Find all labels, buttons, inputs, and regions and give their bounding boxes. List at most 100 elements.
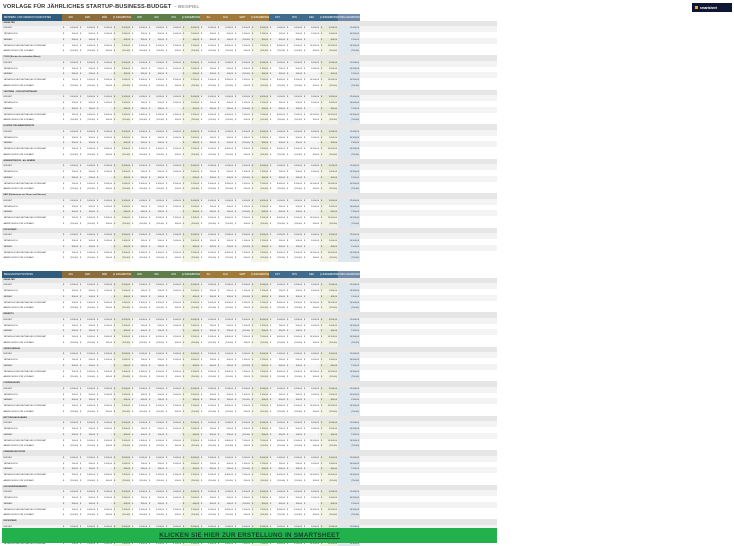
value-cell[interactable]: $1.000,00: [165, 95, 182, 101]
value-cell[interactable]: $10.500,00: [303, 182, 320, 188]
value-cell[interactable]: $900,00: [148, 462, 165, 468]
value-cell[interactable]: $3.000,00: [251, 129, 269, 136]
value-cell[interactable]: $ (200,00): [182, 340, 200, 347]
value-cell[interactable]: $(100,00): [217, 187, 234, 193]
value-cell[interactable]: $1.000,00: [234, 199, 251, 205]
value-cell[interactable]: $300,00: [62, 502, 79, 508]
value-cell[interactable]: $3.300,00: [131, 370, 148, 376]
value-cell[interactable]: $400,00: [320, 244, 338, 251]
value-cell[interactable]: $(100,00): [79, 306, 96, 312]
value-cell[interactable]: $(100,00): [234, 329, 251, 335]
value-cell[interactable]: $5.200,00: [182, 112, 200, 119]
value-cell[interactable]: $1.000,00: [148, 95, 165, 101]
value-cell[interactable]: $1.000,00: [303, 67, 320, 73]
value-cell[interactable]: $ (200,00): [131, 513, 148, 519]
value-cell[interactable]: $1.000,00: [303, 352, 320, 358]
value-cell[interactable]: $2.600,00: [96, 404, 113, 410]
value-cell[interactable]: $1.000,00: [200, 525, 217, 531]
value-cell[interactable]: $400,00: [113, 106, 131, 113]
value-cell[interactable]: $100,00: [165, 153, 182, 159]
value-cell[interactable]: $2.700,00: [251, 204, 269, 211]
value-cell[interactable]: $300,00: [62, 38, 79, 44]
value-cell[interactable]: $5.900,00: [200, 301, 217, 307]
value-cell[interactable]: $(100,00): [286, 375, 303, 381]
value-cell[interactable]: $400,00: [320, 106, 338, 113]
value-cell[interactable]: (700,00): [338, 513, 360, 519]
value-cell[interactable]: $900,00: [79, 239, 96, 245]
value-cell[interactable]: $2.600,00: [113, 392, 131, 399]
value-cell[interactable]: $ (200,00): [269, 153, 286, 159]
value-cell[interactable]: $100,00: [79, 398, 96, 404]
value-cell[interactable]: $3.000,00: [320, 26, 338, 32]
value-cell[interactable]: $1.000,00: [96, 283, 113, 289]
value-cell[interactable]: 10.500,00: [338, 147, 360, 153]
value-cell[interactable]: $3.000,00: [251, 233, 269, 239]
value-cell[interactable]: $1.000,00: [286, 130, 303, 136]
value-cell[interactable]: $2.600,00: [113, 507, 131, 514]
value-cell[interactable]: $2.600,00: [113, 147, 131, 153]
value-cell[interactable]: $900,00: [217, 289, 234, 295]
value-cell[interactable]: $400,00: [182, 294, 200, 301]
value-cell[interactable]: $300,00: [200, 176, 217, 182]
value-cell[interactable]: $300,00: [200, 295, 217, 301]
value-cell[interactable]: $1.000,00: [234, 387, 251, 393]
value-cell[interactable]: $2.600,00: [320, 496, 338, 502]
value-cell[interactable]: $100,00: [165, 444, 182, 450]
value-cell[interactable]: $10.500,00: [320, 507, 338, 514]
value-cell[interactable]: $1.600,00: [79, 301, 96, 307]
value-cell[interactable]: $700,00: [269, 170, 286, 176]
value-cell[interactable]: $300,00: [131, 72, 148, 78]
value-cell[interactable]: $-: [165, 107, 182, 113]
value-cell[interactable]: 12.000,00: [338, 233, 360, 239]
value-cell[interactable]: $(100,00): [234, 141, 251, 147]
value-cell[interactable]: $100,00: [286, 295, 303, 301]
value-cell[interactable]: $(100,00): [79, 187, 96, 193]
value-cell[interactable]: $100,00: [96, 341, 113, 347]
value-cell[interactable]: $3.000,00: [320, 198, 338, 205]
value-cell[interactable]: $(100,00): [286, 153, 303, 159]
value-cell[interactable]: (700,00): [338, 118, 360, 124]
value-cell[interactable]: $(100,00): [286, 444, 303, 450]
value-cell[interactable]: $2.600,00: [113, 404, 131, 410]
value-cell[interactable]: $1.000,00: [131, 199, 148, 205]
value-cell[interactable]: $100,00: [286, 467, 303, 473]
value-cell[interactable]: $100,00: [217, 107, 234, 113]
value-cell[interactable]: $(100,00): [251, 221, 269, 228]
value-cell[interactable]: $4.200,00: [148, 182, 165, 188]
value-cell[interactable]: $1.000,00: [200, 283, 217, 289]
value-cell[interactable]: $ (200,00): [131, 341, 148, 347]
value-cell[interactable]: $1.000,00: [165, 164, 182, 170]
value-cell[interactable]: $1.000,00: [131, 525, 148, 531]
value-cell[interactable]: 10.500,00: [338, 32, 360, 38]
value-cell[interactable]: $100,00: [165, 84, 182, 90]
value-cell[interactable]: $700,00: [62, 542, 79, 546]
value-cell[interactable]: $1.000,00: [148, 456, 165, 462]
value-cell[interactable]: $3.000,00: [320, 421, 338, 427]
value-cell[interactable]: $1.000,00: [303, 393, 320, 399]
value-cell[interactable]: $900,00: [148, 170, 165, 176]
value-cell[interactable]: $2.700,00: [251, 32, 269, 38]
value-cell[interactable]: $1.000,00: [269, 199, 286, 205]
value-cell[interactable]: $1.000,00: [79, 421, 96, 427]
value-cell[interactable]: $100,00: [165, 479, 182, 485]
value-cell[interactable]: $ (200,00): [269, 118, 286, 124]
value-cell[interactable]: $2.600,00: [113, 66, 131, 73]
value-cell[interactable]: $100,00: [217, 141, 234, 147]
value-cell[interactable]: $300,00: [200, 72, 217, 78]
value-cell[interactable]: (700,00): [338, 83, 360, 90]
value-cell[interactable]: $900,00: [286, 427, 303, 433]
value-cell[interactable]: $ (200,00): [131, 256, 148, 262]
value-cell[interactable]: $3.300,00: [131, 404, 148, 410]
value-cell[interactable]: $8.600,00: [269, 182, 286, 188]
value-cell[interactable]: $ (200,00): [269, 84, 286, 90]
value-cell[interactable]: $400,00: [320, 175, 338, 182]
value-cell[interactable]: $1.000,00: [96, 26, 113, 32]
value-cell[interactable]: $1.000,00: [303, 496, 320, 502]
value-cell[interactable]: $1.000,00: [303, 427, 320, 433]
value-cell[interactable]: $5.200,00: [165, 473, 182, 479]
value-cell[interactable]: $300,00: [251, 37, 269, 44]
value-cell[interactable]: $2.600,00: [96, 508, 113, 514]
value-cell[interactable]: $900,00: [217, 358, 234, 364]
value-cell[interactable]: $1.000,00: [62, 199, 79, 205]
value-cell[interactable]: $-: [303, 210, 320, 216]
